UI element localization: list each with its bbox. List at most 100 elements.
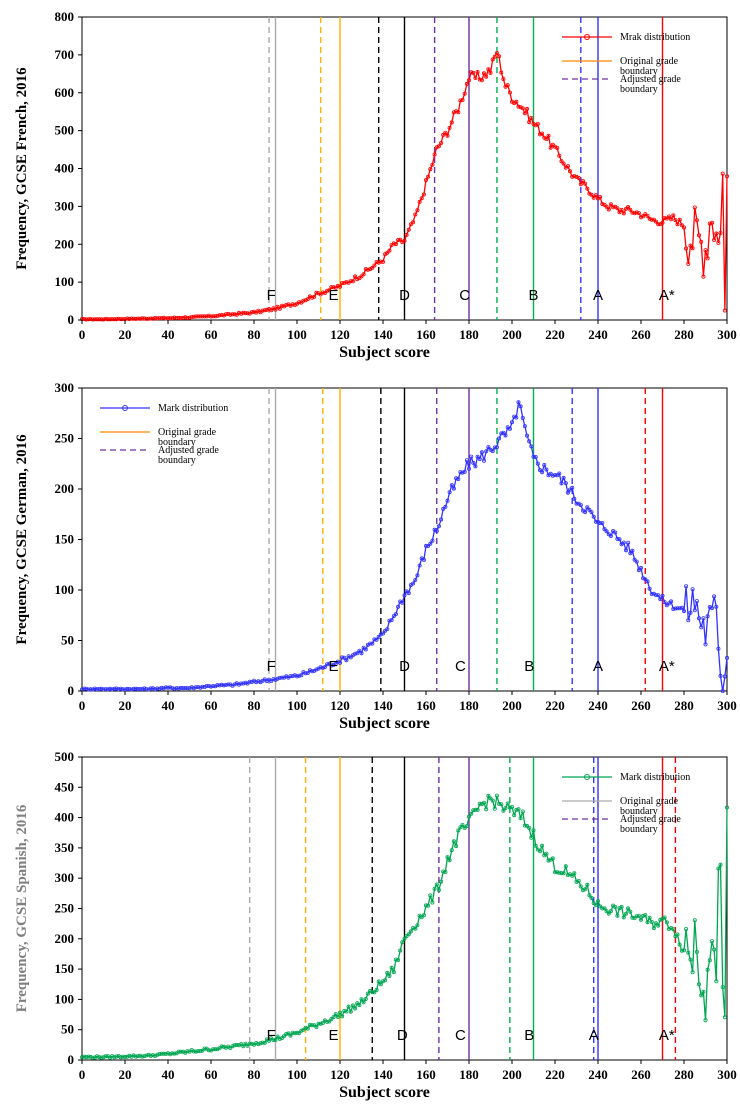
data-point — [133, 316, 138, 321]
data-point — [211, 1047, 216, 1052]
data-point — [417, 563, 422, 568]
data-point — [408, 929, 413, 934]
data-point — [682, 225, 687, 230]
data-point — [703, 642, 708, 647]
data-point — [275, 676, 280, 681]
data-point — [387, 974, 392, 979]
data-point — [284, 302, 289, 307]
data-point — [561, 475, 566, 480]
data-point — [236, 1043, 241, 1048]
data-point — [112, 1055, 117, 1060]
data-point — [533, 454, 538, 459]
data-point — [423, 903, 428, 908]
data-point — [458, 825, 463, 830]
data-point — [92, 317, 97, 322]
data-point — [447, 125, 452, 130]
data-point — [234, 1042, 239, 1047]
legend-original-label: Original grade — [620, 796, 679, 807]
data-point — [710, 606, 715, 611]
data-point — [464, 824, 469, 829]
data-point — [684, 927, 689, 932]
data-point — [570, 873, 575, 878]
data-point — [404, 232, 409, 237]
data-point — [215, 683, 220, 688]
data-point — [385, 627, 390, 632]
data-point — [525, 433, 530, 438]
x-tick-label: 260 — [631, 1067, 651, 1082]
data-point — [658, 597, 663, 602]
data-point — [95, 317, 100, 322]
data-point — [97, 1055, 102, 1060]
data-point — [200, 684, 205, 689]
data-point — [692, 918, 697, 923]
grade-label: A* — [659, 1027, 675, 1044]
data-point — [120, 687, 125, 692]
data-point — [725, 655, 730, 660]
data-point — [716, 866, 721, 871]
data-point — [682, 948, 687, 953]
data-point — [439, 140, 444, 145]
data-point — [105, 687, 110, 692]
mark-distribution-line — [82, 51, 728, 321]
data-point — [82, 686, 87, 691]
data-point — [411, 220, 416, 225]
data-point — [266, 1038, 271, 1043]
data-point — [114, 1054, 119, 1059]
data-point — [406, 227, 411, 232]
data-point — [645, 920, 650, 925]
data-point — [230, 312, 235, 317]
data-point — [411, 926, 416, 931]
data-point — [527, 439, 532, 444]
data-point — [391, 970, 396, 975]
data-point — [589, 895, 594, 900]
data-point — [583, 887, 588, 892]
data-point — [393, 242, 398, 247]
data-point — [522, 111, 527, 116]
data-point — [391, 241, 396, 246]
data-point — [432, 152, 437, 157]
data-point — [593, 903, 598, 908]
data-point — [649, 217, 654, 222]
data-point — [630, 915, 635, 920]
y-tick-label: 100 — [55, 582, 75, 597]
data-point — [456, 828, 461, 833]
data-point — [359, 651, 364, 656]
data-point — [641, 576, 646, 581]
data-point — [335, 1015, 340, 1020]
data-point — [178, 315, 183, 320]
data-point — [406, 591, 411, 596]
data-point — [176, 1049, 181, 1054]
data-point — [428, 541, 433, 546]
x-axis-label: Subject score — [339, 1084, 430, 1101]
data-point — [133, 1054, 138, 1059]
data-point — [725, 174, 730, 179]
data-point — [675, 932, 680, 937]
data-point — [191, 1049, 196, 1054]
data-point — [514, 807, 519, 812]
data-point — [434, 882, 439, 887]
data-point — [135, 1054, 140, 1059]
data-point — [150, 316, 155, 321]
data-point — [153, 315, 158, 320]
data-point — [290, 1030, 295, 1035]
data-point — [593, 519, 598, 524]
data-point — [628, 909, 633, 914]
legend-series-label: Mark distribution — [158, 403, 228, 414]
data-point — [522, 823, 527, 828]
data-point — [544, 467, 549, 472]
data-point — [613, 905, 618, 910]
data-point — [146, 687, 151, 692]
legend-adjusted-label: Adjusted grade — [620, 814, 681, 825]
data-point — [598, 521, 603, 526]
data-point — [460, 470, 465, 475]
data-point — [486, 793, 491, 798]
data-point — [505, 83, 510, 88]
data-point — [576, 879, 581, 884]
data-point — [277, 306, 282, 311]
data-point — [490, 449, 495, 454]
data-point — [340, 281, 345, 286]
data-point — [355, 651, 360, 656]
data-point — [314, 1025, 319, 1030]
data-point — [503, 806, 508, 811]
data-point — [305, 1026, 310, 1031]
